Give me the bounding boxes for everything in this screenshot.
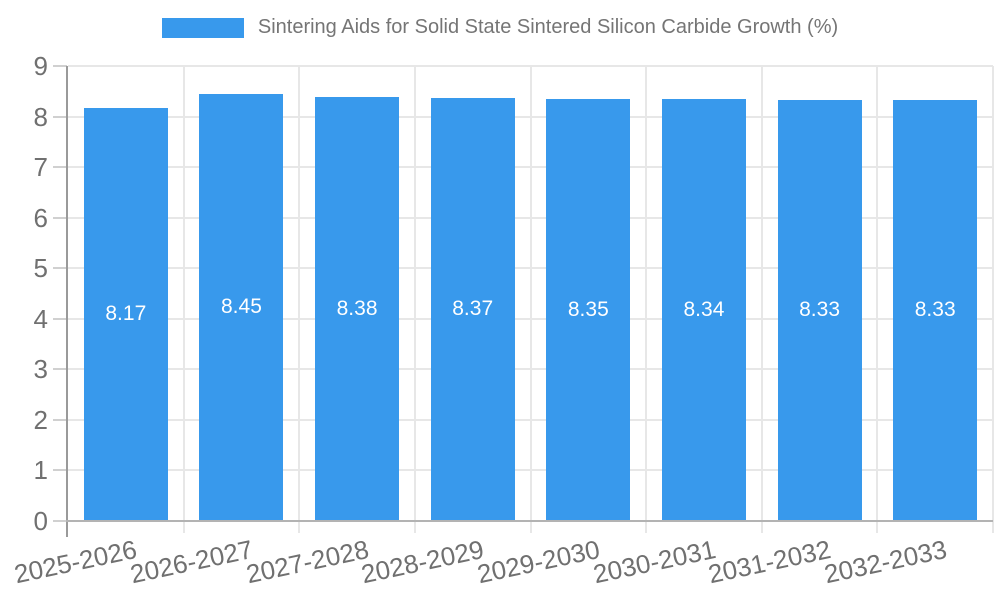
x-gridline (992, 66, 994, 533)
x-gridline (760, 66, 763, 533)
bar[interactable] (83, 107, 168, 521)
y-axis-tick-label: 4 (33, 303, 48, 334)
legend-label: Sintering Aids for Solid State Sintered … (257, 16, 839, 38)
y-axis-tick-label: 3 (33, 354, 48, 385)
y-axis-line (66, 66, 68, 537)
bar[interactable] (777, 99, 862, 521)
legend-item[interactable]: Sintering Aids for Solid State Sintered … (161, 16, 839, 39)
bar[interactable] (430, 97, 515, 521)
y-axis-tick-label: 0 (33, 506, 48, 536)
y-tick-mark (53, 166, 67, 169)
bar[interactable] (199, 93, 284, 521)
y-axis-tick-label: 9 (33, 51, 48, 81)
y-axis-tick-label: 1 (33, 455, 48, 486)
bar-value-label: 8.33 (799, 298, 840, 322)
y-tick-mark (53, 115, 67, 118)
x-gridline (413, 66, 416, 533)
bar-value-label: 8.45 (221, 295, 262, 319)
bar[interactable] (661, 99, 746, 521)
x-axis-tick-label: 2032-2033 (821, 534, 950, 590)
y-tick-mark (53, 65, 67, 67)
bar-value-label: 8.35 (567, 297, 609, 321)
legend-swatch (161, 17, 244, 38)
y-tick-mark (53, 216, 67, 219)
y-tick-mark (53, 368, 67, 371)
y-axis-tick-label: 8 (33, 101, 48, 132)
y-tick-mark (53, 317, 67, 320)
y-axis-tick-label: 5 (33, 253, 48, 284)
bar-value-label: 8.17 (105, 302, 147, 326)
x-gridline (182, 66, 185, 533)
x-gridline (529, 66, 532, 533)
y-axis-tick-label: 2 (33, 404, 48, 435)
bar-value-label: 8.37 (452, 297, 494, 321)
x-gridline (876, 66, 879, 533)
bar-value-label: 8.33 (914, 298, 956, 322)
bar[interactable] (893, 99, 978, 521)
x-gridline (645, 66, 648, 533)
bar-value-label: 8.38 (336, 297, 378, 321)
x-axis-tick-label: 2025-2026 (11, 534, 140, 590)
y-axis-tick-label: 7 (33, 152, 48, 183)
chart-legend: Sintering Aids for Solid State Sintered … (0, 16, 1000, 39)
x-axis-line (66, 520, 993, 522)
bar[interactable] (315, 97, 400, 521)
x-gridline (298, 66, 301, 533)
y-tick-mark (53, 469, 67, 472)
x-axis-tick-label: 2030-2031 (590, 534, 718, 590)
x-axis-tick-label: 2031-2032 (705, 534, 834, 590)
y-tick-mark (53, 520, 67, 522)
x-axis-tick-label: 2029-2030 (474, 534, 603, 590)
bar[interactable] (546, 98, 631, 521)
y-tick-mark (53, 418, 67, 421)
y-tick-mark (53, 267, 67, 270)
x-axis-tick-label: 2028-2029 (358, 534, 487, 590)
y-axis-tick-label: 6 (33, 202, 48, 233)
bar-value-label: 8.34 (683, 298, 725, 322)
x-axis-tick-label: 2026-2027 (127, 534, 256, 590)
x-axis-tick-label: 2027-2028 (243, 534, 372, 590)
